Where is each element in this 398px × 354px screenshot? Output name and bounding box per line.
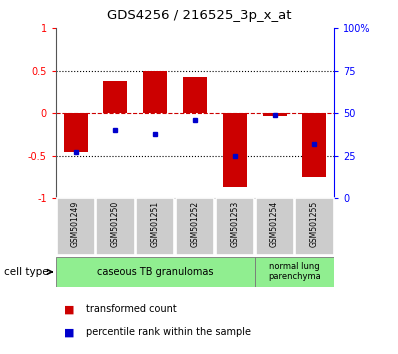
Bar: [223, 113, 247, 187]
Bar: [136, 198, 174, 255]
Bar: [143, 71, 167, 113]
Text: normal lung
parenchyma: normal lung parenchyma: [268, 262, 321, 281]
Bar: [255, 257, 334, 287]
Bar: [302, 113, 326, 177]
Text: GSM501252: GSM501252: [191, 200, 199, 247]
Text: percentile rank within the sample: percentile rank within the sample: [86, 327, 251, 337]
Bar: [183, 77, 207, 113]
Text: GSM501251: GSM501251: [151, 200, 160, 247]
Text: GSM501249: GSM501249: [71, 200, 80, 247]
Bar: [256, 198, 294, 255]
Bar: [103, 81, 127, 113]
Text: GSM501253: GSM501253: [230, 200, 239, 247]
Bar: [64, 113, 88, 152]
Text: ■: ■: [64, 327, 74, 337]
Text: transformed count: transformed count: [86, 304, 176, 314]
Text: GDS4256 / 216525_3p_x_at: GDS4256 / 216525_3p_x_at: [107, 9, 291, 22]
Bar: [176, 198, 214, 255]
Bar: [216, 198, 254, 255]
Bar: [295, 198, 334, 255]
Bar: [57, 198, 95, 255]
Text: GSM501255: GSM501255: [310, 200, 319, 247]
Bar: [263, 113, 287, 116]
Text: caseous TB granulomas: caseous TB granulomas: [97, 267, 213, 277]
Bar: [56, 257, 255, 287]
Text: ■: ■: [64, 304, 74, 314]
Text: GSM501250: GSM501250: [111, 200, 120, 247]
Text: GSM501254: GSM501254: [270, 200, 279, 247]
Bar: [96, 198, 135, 255]
Text: cell type: cell type: [4, 267, 49, 277]
